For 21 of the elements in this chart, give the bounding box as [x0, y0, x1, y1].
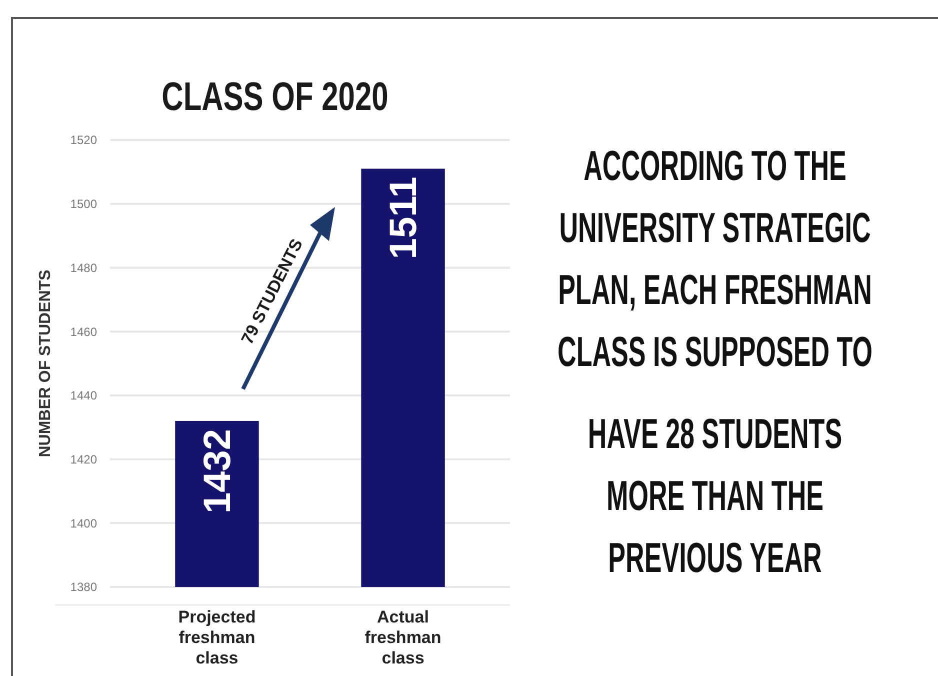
text: CLASS IS SUPPOSED TO — [558, 328, 872, 376]
chart-title: CLASS OF 2020 — [162, 74, 388, 120]
data-label: 1511 — [383, 176, 426, 260]
y-tick-label: 1440 — [70, 388, 98, 403]
text: HAVE 28 STUDENTS — [588, 410, 842, 458]
y-tick-label: 1400 — [70, 516, 98, 530]
y-tick-label: 1420 — [70, 452, 98, 466]
y-axis-title: NUMBER OF STUDENTS — [37, 269, 54, 458]
text: PLAN, EACH FRESHMAN — [558, 266, 872, 314]
y-tick-label: 1520 — [70, 133, 98, 148]
text: MORE THAN THE — [606, 472, 824, 520]
y-tick-label: 1500 — [70, 197, 98, 212]
x-tick-label: Projected freshman class — [178, 608, 256, 668]
x-tick-label: Actual freshman class — [364, 608, 442, 668]
text: ACCORDING TO THE — [584, 142, 846, 190]
text: UNIVERSITY STRATEGIC — [559, 204, 871, 252]
y-tick-label: 1380 — [70, 580, 98, 594]
y-tick-label: 1480 — [70, 260, 98, 275]
text: PREVIOUS YEAR — [608, 534, 822, 582]
y-tick-label: 1460 — [70, 324, 98, 339]
data-label: 1432 — [196, 428, 239, 514]
